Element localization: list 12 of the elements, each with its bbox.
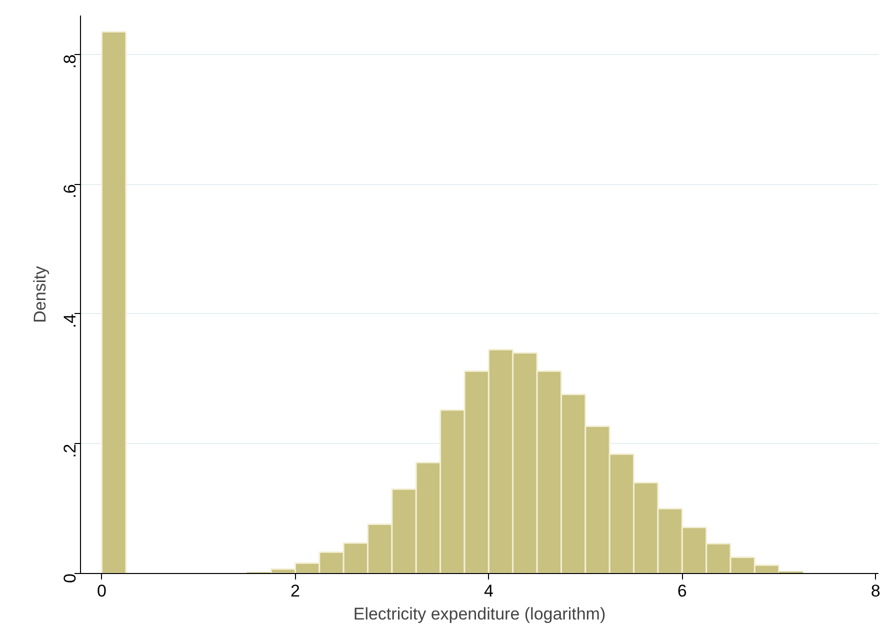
x-tick-label: 4 [484,582,494,600]
y-axis-title: Density [30,266,50,323]
x-tick-label: 0 [97,582,107,600]
x-tick-label: 6 [677,582,687,600]
x-axis-title: Electricity expenditure (logarithm) [353,604,606,624]
x-tick-label: 8 [870,582,880,600]
y-tick-label: 0 [60,573,80,583]
y-tick-label: .8 [60,54,80,69]
y-tick-label: .6 [60,184,80,198]
y-tick-label: .2 [60,444,80,458]
x-tick-label: 2 [290,582,300,600]
y-tick-label: .4 [60,314,80,328]
